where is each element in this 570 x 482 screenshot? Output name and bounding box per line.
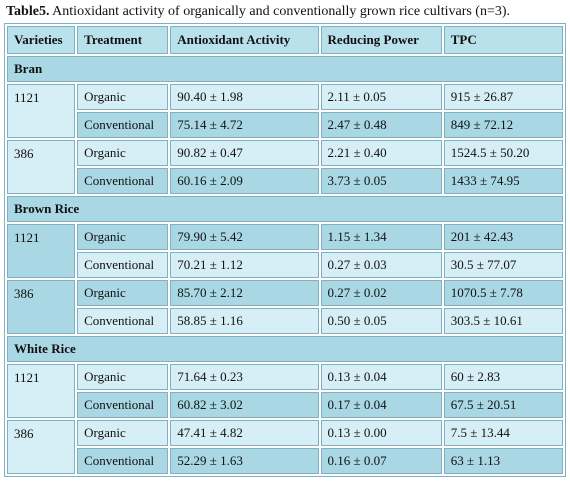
treatment-cell: Organic (77, 140, 169, 166)
header-treatment: Treatment (77, 26, 169, 54)
table-caption: Table5. Antioxidant activity of organica… (6, 2, 510, 22)
variety-cell: 386 (7, 420, 76, 474)
reducing-power-cell: 0.17 ± 0.04 (320, 392, 442, 418)
header-antioxidant-activity: Antioxidant Activity (170, 26, 319, 54)
treatment-cell: Conventional (77, 448, 169, 474)
section-row-bran: Bran (7, 56, 563, 82)
tpc-cell: 30.5 ± 77.07 (443, 252, 563, 278)
antioxidant-cell: 60.16 ± 2.09 (170, 168, 319, 194)
reducing-power-cell: 0.27 ± 0.03 (320, 252, 442, 278)
tpc-cell: 1433 ± 74.95 (443, 168, 563, 194)
header-reducing-power: Reducing Power (320, 26, 442, 54)
treatment-cell: Conventional (77, 252, 169, 278)
reducing-power-cell: 2.47 ± 0.48 (320, 112, 442, 138)
section-row-brown-rice: Brown Rice (7, 196, 563, 222)
variety-cell: 1121 (7, 84, 76, 138)
reducing-power-cell: 0.13 ± 0.04 (320, 364, 442, 390)
tpc-cell: 1070.5 ± 7.78 (443, 280, 563, 306)
antioxidant-cell: 79.90 ± 5.42 (170, 224, 319, 250)
table-row: 1121 Organic 71.64 ± 0.23 0.13 ± 0.04 60… (7, 364, 563, 418)
table-label: Table5. (6, 4, 50, 19)
antioxidant-cell: 75.14 ± 4.72 (170, 112, 319, 138)
table-row: 386 Organic 47.41 ± 4.82 0.13 ± 0.00 7.5… (7, 420, 563, 474)
treatment-cell: Organic (77, 224, 169, 250)
table-row: Conventional 60.16 ± 2.09 3.73 ± 0.05 14… (7, 168, 563, 194)
treatment-cell: Organic (77, 364, 169, 390)
treatment-cell: Conventional (77, 392, 169, 418)
treatment-cell: Conventional (77, 168, 169, 194)
reducing-power-cell: 0.13 ± 0.00 (320, 420, 442, 446)
table-row: 386 Organic 85.70 ± 2.12 0.27 ± 0.02 107… (7, 280, 563, 334)
tpc-cell: 63 ± 1.13 (443, 448, 563, 474)
section-label: Brown Rice (7, 196, 563, 222)
table-row: 1121 Organic 90.40 ± 1.98 2.11 ± 0.05 91… (7, 84, 563, 138)
antioxidant-cell: 60.82 ± 3.02 (170, 392, 319, 418)
variety-cell: 1121 (7, 224, 76, 278)
variety-cell: 386 (7, 280, 76, 334)
reducing-power-cell: 1.15 ± 1.34 (320, 224, 442, 250)
table-row: Conventional 58.85 ± 1.16 0.50 ± 0.05 30… (7, 308, 563, 334)
treatment-cell: Conventional (77, 112, 169, 138)
table-row: 386 Organic 90.82 ± 0.47 2.21 ± 0.40 152… (7, 140, 563, 194)
table-row: 1121 Organic 79.90 ± 5.42 1.15 ± 1.34 20… (7, 224, 563, 278)
treatment-cell: Organic (77, 280, 169, 306)
antioxidant-cell: 58.85 ± 1.16 (170, 308, 319, 334)
tpc-cell: 1524.5 ± 50.20 (443, 140, 563, 166)
treatment-cell: Organic (77, 420, 169, 446)
tpc-cell: 201 ± 42.43 (443, 224, 563, 250)
header-tpc: TPC (443, 26, 563, 54)
tpc-cell: 915 ± 26.87 (443, 84, 563, 110)
tpc-cell: 7.5 ± 13.44 (443, 420, 563, 446)
antioxidant-cell: 85.70 ± 2.12 (170, 280, 319, 306)
table-row: Conventional 52.29 ± 1.63 0.16 ± 0.07 63… (7, 448, 563, 474)
antioxidant-table: Varieties Treatment Antioxidant Activity… (4, 23, 566, 477)
header-varieties: Varieties (7, 26, 76, 54)
treatment-cell: Organic (77, 84, 169, 110)
reducing-power-cell: 0.27 ± 0.02 (320, 280, 442, 306)
tpc-cell: 849 ± 72.12 (443, 112, 563, 138)
variety-cell: 386 (7, 140, 76, 194)
table-title: Antioxidant activity of organically and … (49, 4, 511, 19)
reducing-power-cell: 3.73 ± 0.05 (320, 168, 442, 194)
section-label: White Rice (7, 336, 563, 362)
tpc-cell: 60 ± 2.83 (443, 364, 563, 390)
tpc-cell: 303.5 ± 10.61 (443, 308, 563, 334)
treatment-cell: Conventional (77, 308, 169, 334)
antioxidant-cell: 90.40 ± 1.98 (170, 84, 319, 110)
table-row: Conventional 70.21 ± 1.12 0.27 ± 0.03 30… (7, 252, 563, 278)
section-label: Bran (7, 56, 563, 82)
antioxidant-cell: 70.21 ± 1.12 (170, 252, 319, 278)
reducing-power-cell: 2.11 ± 0.05 (320, 84, 442, 110)
variety-cell: 1121 (7, 364, 76, 418)
table-row: Conventional 75.14 ± 4.72 2.47 ± 0.48 84… (7, 112, 563, 138)
reducing-power-cell: 2.21 ± 0.40 (320, 140, 442, 166)
section-row-white-rice: White Rice (7, 336, 563, 362)
table-row: Conventional 60.82 ± 3.02 0.17 ± 0.04 67… (7, 392, 563, 418)
reducing-power-cell: 0.50 ± 0.05 (320, 308, 442, 334)
tpc-cell: 67.5 ± 20.51 (443, 392, 563, 418)
header-row: Varieties Treatment Antioxidant Activity… (7, 26, 563, 54)
antioxidant-cell: 47.41 ± 4.82 (170, 420, 319, 446)
reducing-power-cell: 0.16 ± 0.07 (320, 448, 442, 474)
antioxidant-cell: 52.29 ± 1.63 (170, 448, 319, 474)
antioxidant-cell: 90.82 ± 0.47 (170, 140, 319, 166)
antioxidant-cell: 71.64 ± 0.23 (170, 364, 319, 390)
